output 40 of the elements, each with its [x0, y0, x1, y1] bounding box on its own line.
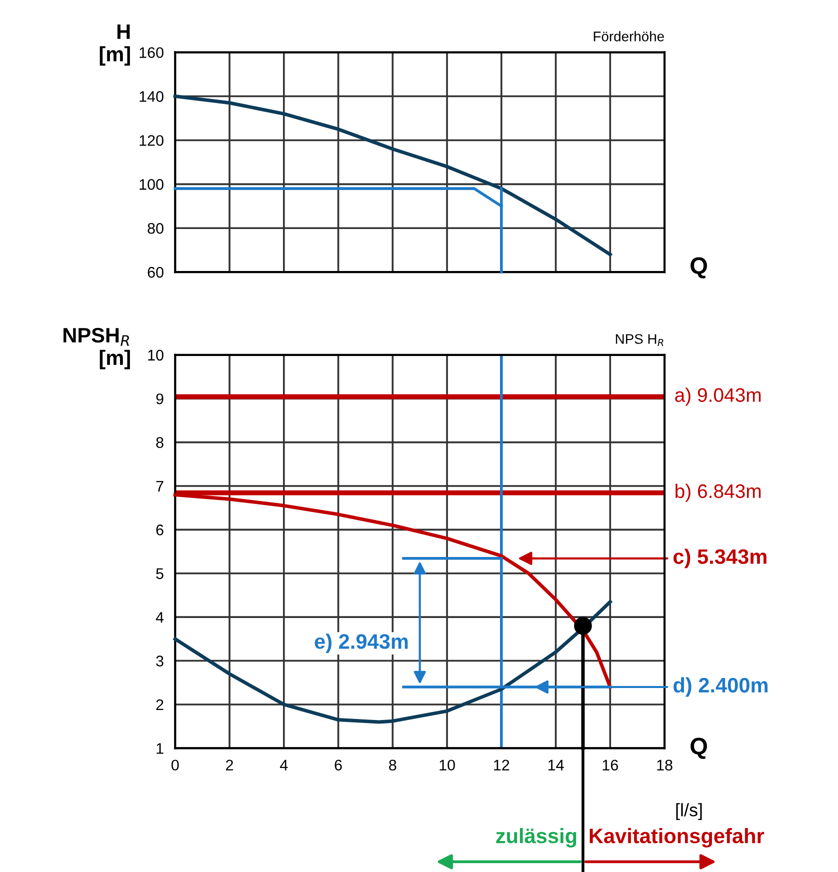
y-tick-label: 100	[140, 179, 164, 190]
y-axis-title: H [m]	[100, 24, 130, 66]
text: [l/s]	[676, 803, 702, 820]
y-tick-label: 160	[140, 47, 164, 58]
y-tick-label: 3	[156, 656, 164, 666]
y-tick-label: 9	[156, 393, 164, 404]
ref-line-label: a) 9.043m	[675, 388, 761, 406]
y-tick-label: 80	[148, 222, 164, 234]
text: zulässig	[496, 828, 576, 848]
y-tick-label: 10	[148, 350, 164, 361]
x-tick-label: 6	[334, 760, 342, 771]
y-tick-label: 140	[140, 91, 164, 102]
text: c) 5.343m	[674, 548, 766, 568]
x-tick-label: 16	[602, 760, 618, 771]
x-tick-label: 12	[494, 760, 510, 770]
annotation: e) 2.943m	[314, 634, 408, 654]
y-tick-label: 7	[156, 481, 164, 492]
y-tick-label: 8	[156, 437, 164, 448]
y-axis-title: NPSH$_{R}$ [m]	[64, 328, 130, 370]
y-tick-label: 2	[156, 699, 164, 710]
annotation: d) 2.400m	[674, 677, 768, 697]
chart-title: Förderhöhe	[594, 31, 664, 42]
y-tick-label: 60	[148, 266, 164, 278]
y-tick-label: 1	[156, 743, 164, 754]
text: Kavitationsgefahr	[590, 828, 764, 848]
y-tick-label: 6	[156, 524, 164, 536]
x-tick-label: 18	[657, 760, 672, 771]
x-tick-label: 0	[171, 760, 179, 771]
y-tick-label: 4	[156, 612, 164, 623]
x-tick-label: 2	[226, 760, 233, 770]
y-tick-label: 5	[156, 568, 164, 580]
x-tick-label: 8	[389, 760, 396, 771]
x-tick-label: 4	[280, 760, 288, 770]
y-tick-label: 120	[140, 135, 164, 146]
ref-line-label: b) 6.843m	[676, 484, 761, 502]
x-axis-title: Q	[690, 257, 707, 278]
x-tick-label: 10	[440, 760, 455, 771]
x-tick-label: 14	[548, 760, 564, 770]
chart-title: NPS H$_{R}$	[616, 334, 664, 346]
x-axis-title: Q	[690, 738, 707, 759]
